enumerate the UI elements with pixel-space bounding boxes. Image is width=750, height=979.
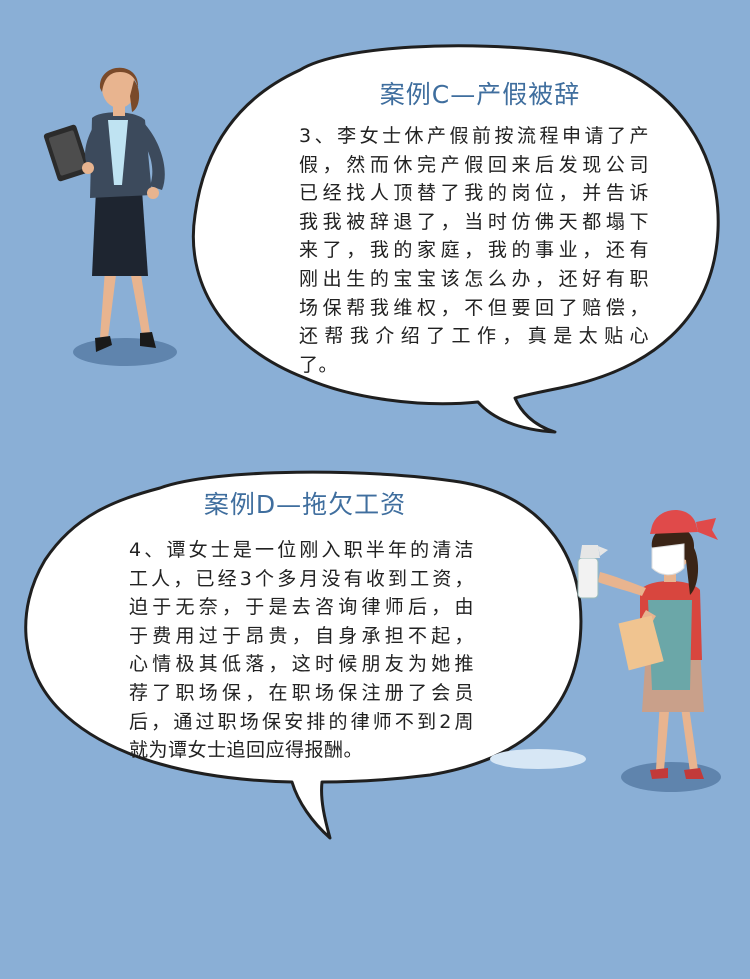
case-d-title: 案例D—拖欠工资 [203,490,407,519]
case-d-line: 4、谭女士是一位刚入职半年的清洁 [129,539,474,561]
cleaner-figure [490,509,721,792]
speech-bubble-d [24,470,583,840]
speech-bubble-c [191,44,720,434]
case-c-line: 已经找人顶替了我的岗位，并告诉 [299,182,649,205]
case-c-line: 场保帮我维权，不但要回了赔偿， [299,296,649,319]
case-c-line: 了。 [299,353,339,376]
case-d-line: 迫于无奈，于是去咨询律师后，由 [129,596,474,619]
case-c-line: 我我被辞退了，当时仿佛天都塌下 [299,210,649,233]
case-c-line: 还帮我介绍了工作，真是太贴心 [299,325,649,348]
case-d-line: 工人，已经3个多月没有收到工资， [129,567,474,590]
case-d-line: 后，通过职场保安排的律师不到2周 [129,710,474,733]
case-c-line: 假，然而休完产假回来后发现公司 [299,153,649,176]
case-c-title: 案例C—产假被辞 [379,80,581,109]
case-c-line: 刚出生的宝宝该怎么办，还好有职 [299,267,649,290]
case-d-line: 心情极其低落，这时候朋友为她推 [129,653,474,676]
case-d-line: 就为谭女士追回应得报酬。 [129,739,364,762]
case-d-text: 4、谭女士是一位刚入职半年的清洁 工人，已经3个多月没有收到工资， 迫于无奈，于… [129,536,474,765]
case-d-line: 于费用过于昂贵，自身承担不起， [129,624,474,647]
case-c-line: 3、李女士休产假前按流程申请了产 [299,125,649,147]
businesswoman-figure [43,67,177,366]
case-c-text: 3、李女士休产假前按流程申请了产 假，然而休完产假回来后发现公司 已经找人顶替了… [299,122,649,379]
case-d-line: 荐了职场保，在职场保注册了会员 [129,681,474,704]
case-c-line: 来了，我的家庭，我的事业，还有 [299,239,649,262]
